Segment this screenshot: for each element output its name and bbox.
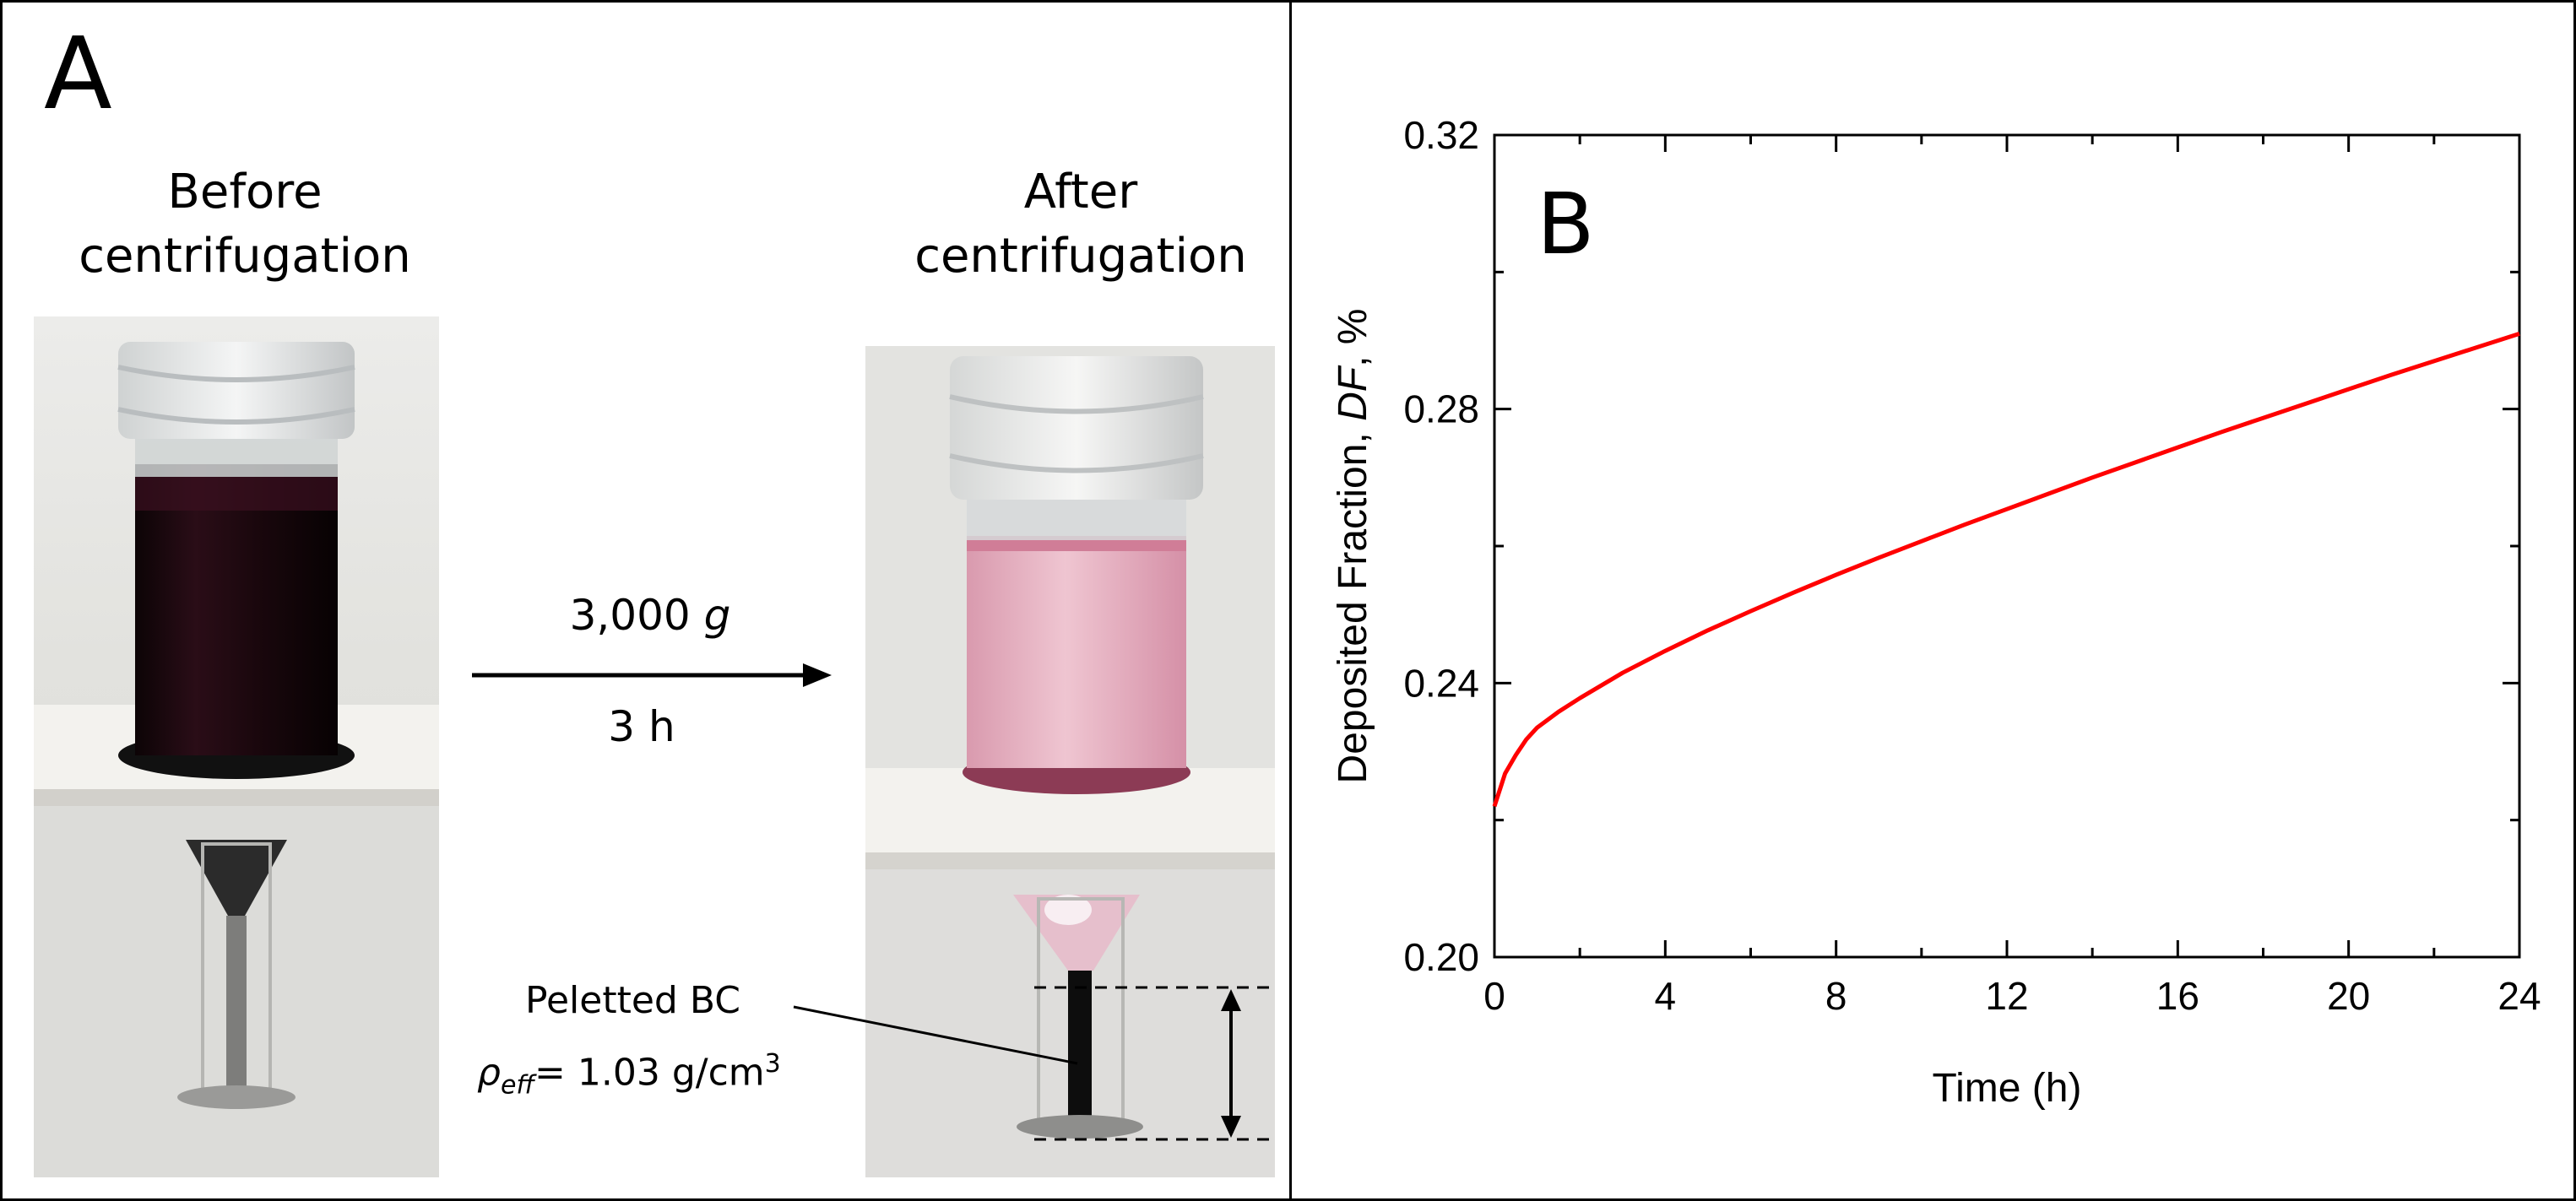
y-axis-label: Deposited Fraction, DF, % — [1331, 309, 1375, 784]
density-superscript: 3 — [764, 1049, 781, 1079]
x-tick-label: 8 — [1825, 974, 1847, 1018]
x-axis-label: Time (h) — [1933, 1066, 2082, 1111]
panel-b-letter: B — [1537, 175, 1595, 273]
process-arrow — [472, 663, 832, 687]
density-value: = 1.03 g/cm — [534, 1051, 765, 1095]
x-tick-label: 16 — [2156, 974, 2199, 1018]
x-tick-label: 12 — [1985, 974, 2028, 1018]
pellet-label: Peletted BC — [525, 979, 740, 1022]
before-label-line1: Before — [167, 165, 323, 219]
df-chart: B 0 4 8 12 16 20 24 0.20 0.24 0.28 0.32 Time (h) D… — [1331, 113, 2541, 1111]
density-label: ρeff= 1.03 g/cm3 — [477, 1049, 781, 1100]
y-axis-label-suffix: , % — [1331, 309, 1375, 367]
y-axis-label-prefix: Deposited Fraction, — [1331, 421, 1375, 784]
after-label-line1: After — [1023, 165, 1138, 219]
arrow-top-label: 3,000 g — [540, 591, 760, 640]
arrow-speed-unit: g — [703, 591, 731, 640]
density-subscript: eff — [500, 1070, 535, 1101]
y-tick-label: 0.20 — [1403, 935, 1479, 979]
x-tick-label: 0 — [1483, 974, 1505, 1018]
density-symbol: ρ — [477, 1051, 501, 1095]
arrow-bottom-label: 3 h — [608, 702, 675, 751]
series-line-df — [1492, 332, 2520, 808]
before-photo — [34, 316, 439, 1177]
before-label-line2: centrifugation — [79, 229, 411, 284]
plot-frame — [1493, 133, 2521, 959]
after-label: After centrifugation — [887, 160, 1275, 289]
before-label: Before centrifugation — [51, 160, 439, 289]
y-tick-label: 0.32 — [1403, 113, 1479, 157]
y-tick-label: 0.24 — [1403, 661, 1479, 705]
panel-b-frame — [1289, 0, 2576, 1201]
after-label-line2: centrifugation — [914, 229, 1247, 284]
x-tick-label: 24 — [2497, 974, 2541, 1018]
x-tick-label: 20 — [2327, 974, 2370, 1018]
x-tick-label: 4 — [1655, 974, 1677, 1018]
y-axis-label-italic: DF — [1331, 365, 1375, 421]
y-tick-label: 0.28 — [1403, 387, 1479, 431]
arrow-speed-value: 3,000 — [569, 591, 691, 640]
after-photo — [865, 346, 1275, 1177]
panel-a-letter: A — [44, 15, 112, 132]
